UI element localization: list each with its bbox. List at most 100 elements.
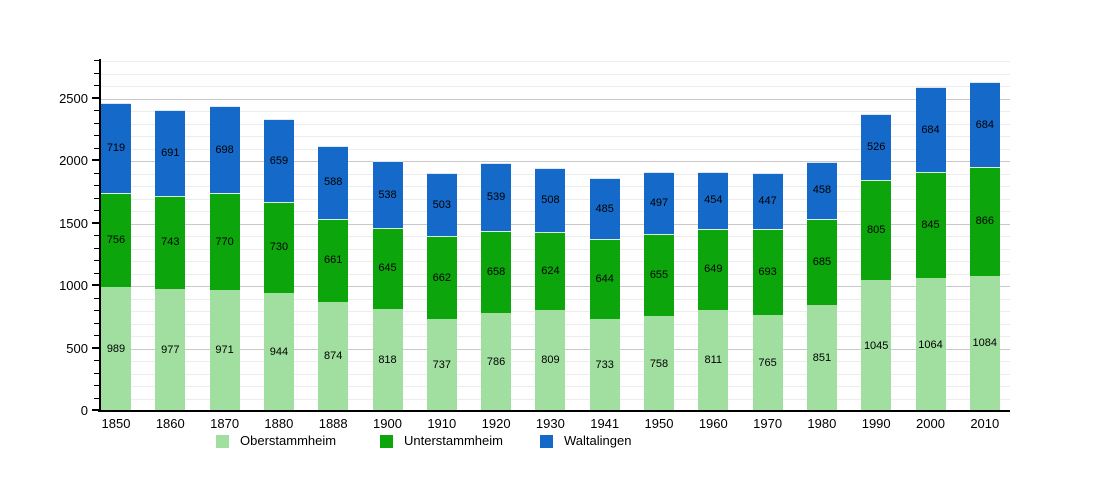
x-tick-label: 1880 <box>264 416 294 431</box>
y-major-tick <box>92 284 100 286</box>
x-tick-label: 1980 <box>807 416 837 431</box>
y-minor-tick <box>94 172 100 174</box>
x-tick-label: 2010 <box>970 416 1000 431</box>
bar-value-label: 758 <box>649 357 669 370</box>
bar-value-label: 588 <box>324 176 343 189</box>
legend-swatch-unterstammheim <box>380 434 393 448</box>
bar-value-label: 866 <box>975 215 994 228</box>
y-minor-tick <box>94 72 100 74</box>
bar-segment-oberstammheim-1888: 874 <box>318 301 349 411</box>
bar-segment-unterstammheim-1880: 730 <box>263 201 294 293</box>
legend-label-unterstammheim: Unterstammheim <box>404 433 503 448</box>
bar-segment-unterstammheim-1850: 756 <box>101 192 131 288</box>
bar-segment-oberstammheim-1950: 758 <box>644 316 674 411</box>
bar-value-label: 719 <box>106 141 126 154</box>
minor-gridline <box>100 111 1010 112</box>
bar-segment-oberstammheim-2010: 1084 <box>969 275 1000 411</box>
bar-value-label: 989 <box>106 343 126 356</box>
x-tick-label: 1910 <box>427 416 457 431</box>
x-tick-label: 1990 <box>861 416 891 431</box>
y-minor-tick <box>94 385 100 386</box>
y-minor-tick <box>94 135 100 136</box>
bar-segment-unterstammheim-1910: 662 <box>426 236 457 319</box>
bar-segment-oberstammheim-1910: 737 <box>426 318 457 411</box>
y-minor-tick <box>94 247 100 249</box>
y-minor-tick <box>94 335 100 336</box>
x-tick-label: 1950 <box>644 416 674 431</box>
y-minor-tick <box>94 185 100 186</box>
bar-segment-waltalingen-1860: 691 <box>155 109 186 196</box>
bar-segment-waltalingen-1980: 458 <box>806 161 837 219</box>
legend-swatch-oberstammheim <box>216 434 229 448</box>
bar-segment-waltalingen-1880: 659 <box>263 119 294 202</box>
y-minor-tick <box>94 297 100 299</box>
bar-value-label: 458 <box>812 184 832 197</box>
bar-value-label: 786 <box>486 355 506 368</box>
minor-gridline <box>100 148 1010 150</box>
bar-value-label: 539 <box>486 190 506 203</box>
bar-segment-waltalingen-1930: 508 <box>535 168 566 232</box>
bar-segment-oberstammheim-1860: 977 <box>155 288 186 411</box>
minor-gridline <box>100 61 1010 62</box>
x-tick-label: 1860 <box>155 416 185 431</box>
major-gridline <box>100 98 1010 100</box>
bar-segment-unterstammheim-2010: 866 <box>969 167 1000 276</box>
x-tick-label: 1960 <box>698 416 728 431</box>
bar-value-label: 538 <box>378 188 397 201</box>
bar-segment-oberstammheim-1970: 765 <box>752 315 783 411</box>
x-tick-label: 1970 <box>753 416 783 431</box>
bar-value-label: 971 <box>215 344 234 357</box>
bar-value-label: 661 <box>324 254 343 267</box>
bar-value-label: 737 <box>432 358 451 371</box>
x-tick-label: 1850 <box>101 416 131 431</box>
bar-segment-oberstammheim-1990: 1045 <box>861 280 892 411</box>
legend-swatch-waltalingen <box>540 434 553 448</box>
y-minor-tick <box>94 147 100 149</box>
y-tick-label: 1000 <box>59 278 88 293</box>
x-tick-label: 1941 <box>590 416 620 431</box>
bar-segment-oberstammheim-2000: 1064 <box>915 278 946 411</box>
bar-value-label: 977 <box>161 343 180 356</box>
bar-segment-waltalingen-1870: 698 <box>209 106 240 194</box>
bar-value-label: 624 <box>541 264 560 277</box>
bar-value-label: 845 <box>921 219 940 232</box>
y-minor-tick <box>94 360 100 361</box>
bar-value-label: 454 <box>704 194 723 207</box>
y-minor-tick <box>94 85 100 86</box>
bar-value-label: 811 <box>704 354 723 367</box>
y-tick-label: 1500 <box>59 215 88 231</box>
bar-segment-waltalingen-1990: 526 <box>861 114 892 180</box>
bar-segment-unterstammheim-1920: 658 <box>481 230 512 313</box>
bar-value-label: 662 <box>432 271 451 284</box>
legend-label-waltalingen: Waltalingen <box>564 433 632 448</box>
x-tick-label: 1930 <box>535 416 565 431</box>
x-tick-label: 2000 <box>916 416 945 431</box>
bar-segment-unterstammheim-1950: 655 <box>644 234 674 317</box>
y-minor-tick <box>94 397 100 399</box>
bar-segment-waltalingen-2000: 684 <box>915 86 946 173</box>
bar-segment-unterstammheim-1941: 644 <box>589 238 620 320</box>
minor-gridline <box>100 123 1010 125</box>
bar-segment-waltalingen-2010: 684 <box>969 81 1000 168</box>
x-tick-label: 1920 <box>481 416 511 431</box>
bar-segment-waltalingen-1910: 503 <box>426 173 457 237</box>
bar-segment-oberstammheim-1850: 989 <box>101 287 131 411</box>
bar-segment-unterstammheim-1960: 649 <box>698 228 729 310</box>
y-minor-tick <box>94 235 100 236</box>
legend-item-oberstammheim: Oberstammheim <box>216 434 336 448</box>
bar-value-label: 497 <box>649 197 669 210</box>
bar-segment-waltalingen-1850: 719 <box>101 103 131 193</box>
bar-value-label: 693 <box>758 266 777 279</box>
bar-value-label: 503 <box>432 198 451 211</box>
bar-value-label: 644 <box>595 273 614 286</box>
bar-segment-waltalingen-1941: 485 <box>589 178 620 239</box>
bar-value-label: 851 <box>812 351 832 364</box>
minor-gridline <box>100 86 1010 87</box>
major-gridline <box>100 161 1010 162</box>
bar-value-label: 743 <box>161 236 180 249</box>
bar-value-label: 805 <box>867 224 886 237</box>
x-tick-label: 1870 <box>210 416 240 431</box>
bar-segment-oberstammheim-1900: 818 <box>372 308 403 411</box>
bar-segment-unterstammheim-1930: 624 <box>535 231 566 310</box>
bar-value-label: 659 <box>269 154 289 167</box>
